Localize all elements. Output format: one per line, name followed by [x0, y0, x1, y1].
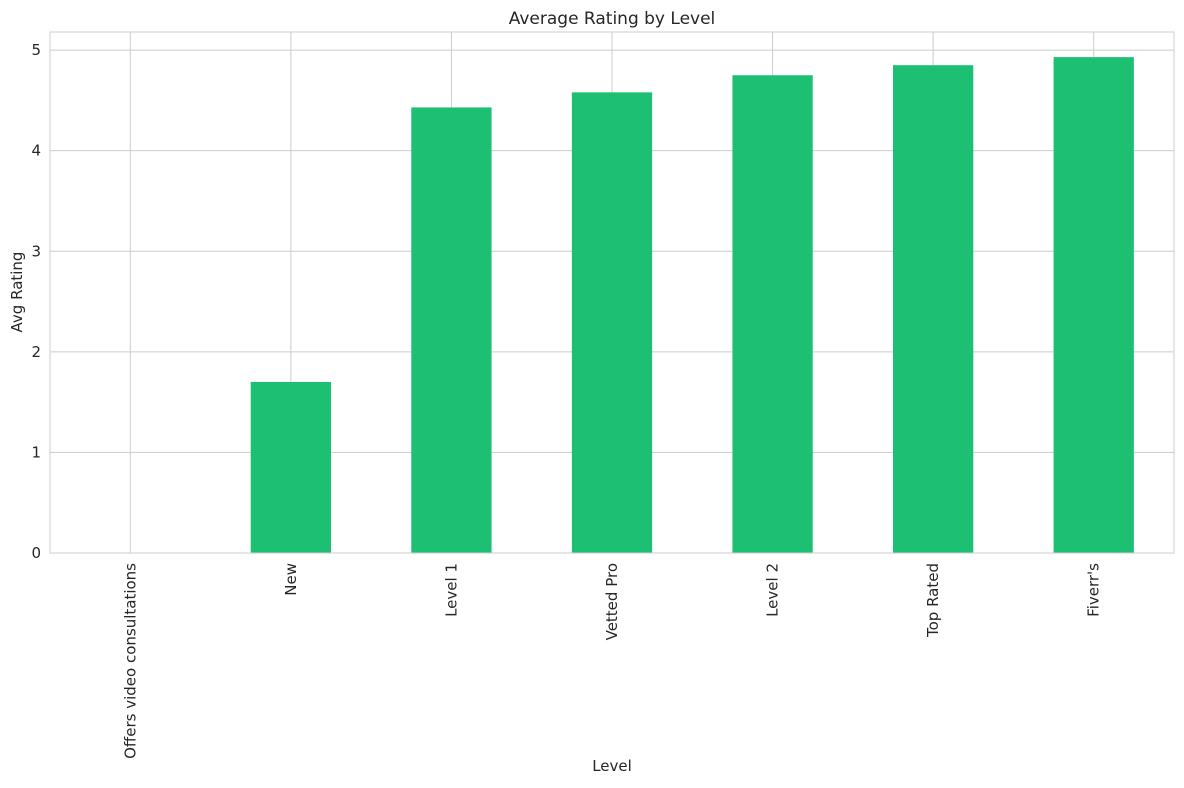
bar	[571, 92, 653, 554]
x-tick-label: Top Rated	[924, 563, 942, 638]
chart-title: Average Rating by Level	[509, 9, 716, 29]
y-tick-label: 5	[31, 41, 41, 59]
bar	[250, 382, 331, 553]
x-tick-label: Vetted Pro	[603, 563, 621, 640]
x-tick-labels: Offers video consultations New Level 1 Vett…	[121, 563, 1102, 759]
bars-layer	[250, 57, 1134, 554]
x-tick-label: Fiverr's	[1085, 563, 1103, 617]
plot-frame	[49, 31, 1175, 554]
y-tick-labels: 0 1 2 3 4 5	[31, 41, 41, 562]
y-axis-label: Avg Rating	[8, 252, 26, 333]
x-tick-label: Offers video consultations	[121, 563, 139, 759]
x-tick-label: Level 2	[764, 563, 782, 617]
bar	[732, 75, 813, 554]
x-tick-label: Level 1	[442, 563, 460, 617]
y-tick-label: 0	[31, 544, 41, 562]
bar	[893, 65, 974, 554]
x-tick-label: New	[282, 563, 300, 596]
bar	[411, 107, 492, 554]
bar	[1053, 57, 1134, 554]
y-tick-label: 4	[31, 142, 41, 160]
x-axis-label: Level	[592, 757, 632, 775]
y-tick-label: 3	[31, 242, 41, 260]
y-tick-label: 2	[31, 343, 41, 361]
y-tick-label: 1	[31, 443, 41, 461]
